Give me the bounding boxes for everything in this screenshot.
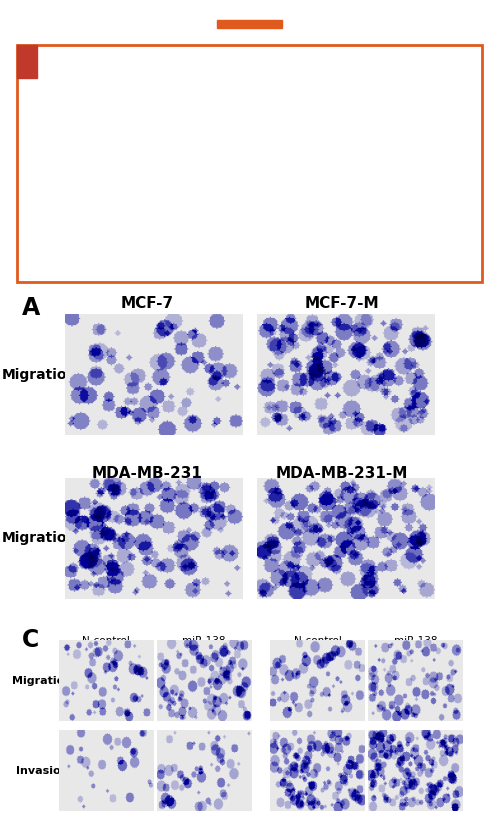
Text: miR-138: miR-138 [394,636,438,645]
Text: 质疑一：   图 3A 被描述为“（A）通过: 质疑一： 图 3A 被描述为“（A）通过 [30,64,253,83]
FancyBboxPatch shape [17,45,482,282]
Text: MCF-7: MCF-7 [121,296,174,311]
Text: miR-138: miR-138 [182,636,226,645]
Text: Migration: Migration [2,531,78,546]
Text: A: A [21,296,40,320]
Text: 乎也有另一处重复--这次是不同的细胞系。: 乎也有另一处重复--这次是不同的细胞系。 [30,247,246,266]
Text: 力”，但两行的标题都是“迁移”。图 3A 似: 力”，但两行的标题都是“迁移”。图 3A 似 [30,155,264,174]
Text: N-control: N-control [82,636,130,645]
Text: MDA-MB-231-M: MDA-MB-231-M [275,466,408,481]
Text: 乎还与图 4C（黄框）共享一幅图像。4C 似: 乎还与图 4C（黄框）共享一幅图像。4C 似 [30,201,272,220]
Text: Migration: Migration [2,367,78,382]
Text: Transwell 试验测定不同细胞系的侵袭能: Transwell 试验测定不同细胞系的侵袭能 [30,110,269,128]
Text: MDA-MB-231: MDA-MB-231 [92,466,203,481]
Bar [217,20,282,28]
Text: MCF-7-M: MCF-7-M [304,296,379,311]
Text: N-control: N-control [294,636,342,645]
Text: Migration: Migration [12,676,72,685]
Text: Invasion: Invasion [16,766,69,775]
Text: C: C [21,628,39,652]
Bar [17,45,37,78]
